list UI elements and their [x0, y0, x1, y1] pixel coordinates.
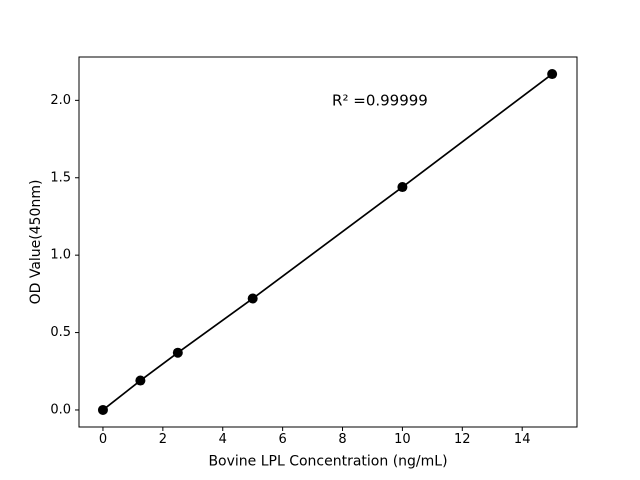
y-tick-label: 2.0: [50, 93, 71, 108]
regression-line: [102, 73, 553, 411]
x-tick-label: 12: [454, 432, 471, 447]
x-tick-label: 4: [219, 432, 227, 447]
plot-frame: [78, 56, 578, 428]
x-axis-label: Bovine LPL Concentration (ng/mL): [208, 454, 447, 470]
x-tick-label: 14: [514, 432, 531, 447]
y-axis-label: OD Value(450nm): [28, 180, 44, 305]
data-point-marker: [172, 347, 183, 358]
y-tick-label: 0.5: [50, 325, 71, 340]
data-points: [97, 69, 558, 415]
x-tick-label: 2: [159, 432, 167, 447]
data-point-marker: [247, 293, 258, 304]
data-point-marker: [97, 404, 108, 415]
x-tick-label: 0: [99, 432, 107, 447]
x-tick-label: 6: [278, 432, 286, 447]
axis-ticks: 0 2 4 6 8 10 12 14 0.0 0.5 1.0 1.5 2.0: [50, 93, 530, 447]
x-tick-label: 10: [394, 432, 411, 447]
data-point-marker: [547, 69, 558, 80]
data-point-marker: [135, 375, 146, 386]
y-tick-label: 1.0: [50, 248, 71, 263]
x-tick-label: 8: [338, 432, 346, 447]
data-point-marker: [397, 182, 408, 193]
r-squared-annotation: R² =0.99999: [332, 91, 428, 109]
y-tick-label: 1.5: [50, 170, 71, 185]
y-tick-label: 0.0: [50, 402, 71, 417]
